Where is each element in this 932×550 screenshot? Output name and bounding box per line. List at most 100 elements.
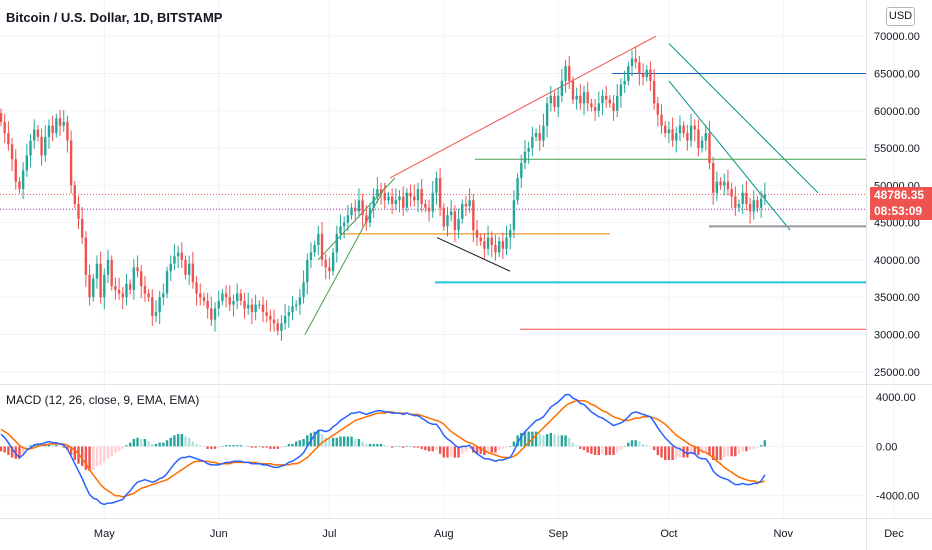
time-tick-label: Jun: [210, 528, 228, 540]
candle-body: [704, 133, 707, 141]
histogram-bar: [379, 443, 383, 447]
candle-body: [3, 121, 6, 134]
candle-body: [110, 259, 113, 287]
candle-body: [472, 200, 475, 231]
histogram-bar: [479, 446, 482, 454]
candle-body: [84, 237, 88, 275]
histogram-bar: [158, 442, 161, 447]
histogram-bar: [689, 446, 693, 454]
candle-body: [509, 230, 512, 238]
candle-body: [176, 252, 180, 257]
candle-body: [682, 125, 685, 134]
candle-body: [210, 308, 213, 320]
histogram-bar: [542, 435, 545, 447]
histogram-bar: [593, 446, 597, 456]
histogram-bar: [520, 432, 523, 447]
histogram-bar: [217, 446, 220, 448]
macd-indicator-title[interactable]: MACD (12, 26, close, 9, EMA, EMA): [6, 393, 200, 407]
candle-body: [40, 136, 43, 156]
candle-body: [538, 133, 541, 141]
histogram-bar: [317, 430, 320, 447]
histogram-bar: [331, 437, 335, 447]
histogram-bar: [73, 446, 76, 460]
histogram-bar: [726, 446, 730, 457]
histogram-bar: [387, 446, 390, 447]
candle-body: [328, 267, 331, 272]
histogram-bar: [350, 436, 353, 447]
price-tick-label: 60000.00: [874, 106, 920, 118]
histogram-bar: [652, 446, 656, 451]
histogram-bar: [376, 443, 379, 447]
candle-body: [431, 192, 434, 212]
histogram-bar: [199, 445, 202, 447]
candle-body: [250, 304, 254, 313]
histogram-bar: [553, 434, 556, 447]
histogram-bar: [512, 441, 516, 447]
candle-body: [14, 159, 17, 182]
candle-body: [224, 293, 228, 298]
histogram-bar: [147, 441, 150, 447]
histogram-bar: [173, 435, 176, 447]
histogram-bar: [258, 446, 261, 447]
candle-body: [228, 297, 231, 305]
candle-body: [435, 177, 438, 193]
candle-body: [258, 304, 261, 306]
candle-body: [523, 151, 527, 163]
histogram-bar: [10, 446, 14, 458]
histogram-bar: [372, 443, 375, 447]
histogram-bar: [457, 446, 460, 458]
histogram-bar: [427, 446, 431, 452]
candle-body: [92, 278, 95, 298]
price-tick-label: 55000.00: [874, 143, 920, 155]
histogram-bar: [365, 443, 368, 447]
candle-body: [520, 162, 523, 178]
histogram-bar: [36, 443, 40, 447]
histogram-bar: [143, 439, 147, 447]
candle-body: [601, 95, 604, 104]
candle-body: [671, 129, 674, 141]
histogram-bar: [708, 446, 711, 456]
histogram-bar: [734, 446, 737, 457]
histogram-bar: [361, 441, 364, 447]
histogram-bar: [413, 446, 416, 448]
histogram-bar: [711, 446, 715, 460]
candle-body: [283, 315, 287, 324]
candle-body: [99, 263, 102, 298]
histogram-bar: [383, 445, 386, 447]
candle-body: [320, 233, 324, 260]
chart-title: Bitcoin / U.S. Dollar, 1D, BITSTAMP: [6, 10, 223, 25]
histogram-bar: [704, 446, 707, 453]
histogram-bar: [438, 446, 442, 454]
histogram-bar: [295, 441, 298, 447]
candle-body: [158, 297, 161, 313]
candle-body: [350, 207, 353, 216]
candle-body: [103, 274, 106, 298]
candle-body: [756, 200, 759, 208]
candle-body: [582, 92, 586, 104]
histogram-bar: [3, 446, 6, 453]
histogram-bar: [627, 442, 630, 447]
histogram-bar: [136, 437, 139, 447]
histogram-bar: [486, 446, 490, 453]
candle-body: [527, 148, 530, 152]
histogram-bar: [125, 445, 128, 447]
histogram-bar: [184, 436, 187, 447]
macd-tick-label: 0.00: [876, 441, 897, 453]
currency-button[interactable]: USD: [886, 7, 915, 26]
candle-body: [10, 144, 14, 160]
candle-body: [693, 125, 696, 130]
histogram-bar: [272, 446, 276, 449]
histogram-bar: [616, 446, 619, 453]
candle-body: [483, 241, 486, 249]
histogram-bar: [664, 446, 667, 460]
candle-body: [590, 103, 593, 108]
candle-body: [627, 66, 630, 81]
price-tick-label: 65000.00: [874, 68, 920, 80]
candle-body: [413, 196, 416, 201]
histogram-bar: [719, 446, 722, 460]
candle-body: [187, 263, 191, 275]
candle-body: [272, 319, 276, 324]
histogram-bar: [402, 446, 405, 448]
candle-body: [33, 129, 36, 141]
